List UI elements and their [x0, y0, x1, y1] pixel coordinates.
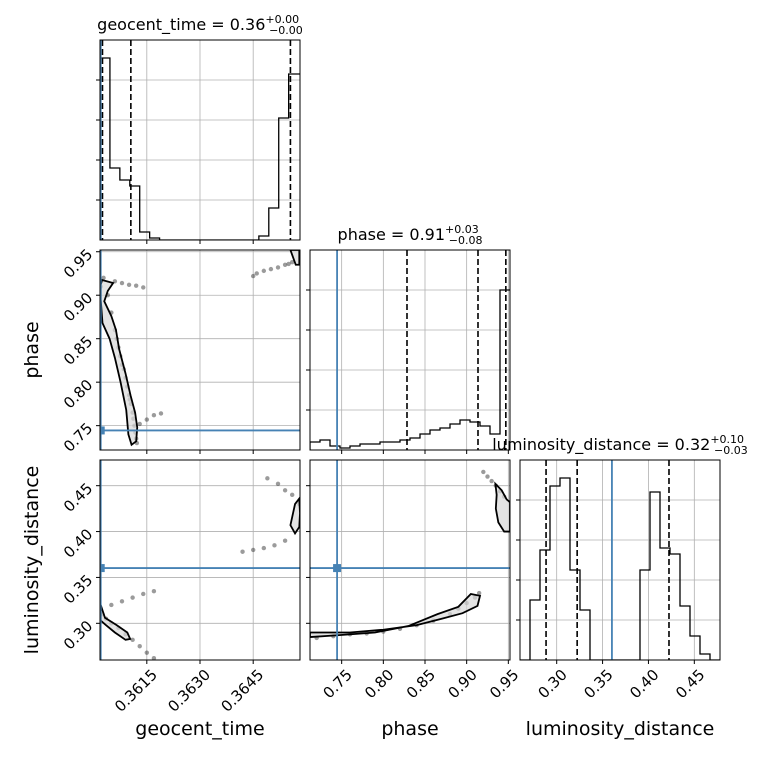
sample-point: [282, 488, 288, 493]
y-tick-label-luminosity_distance: 0.45: [60, 479, 96, 515]
x-axis-label-luminosity-distance: luminosity_distance: [526, 718, 715, 740]
panel-content: [100, 460, 300, 660]
sample-point: [133, 283, 139, 288]
sample-point: [282, 538, 288, 543]
x-axis-label-geocent-time: geocent_time: [135, 718, 264, 740]
truth-marker: [100, 564, 105, 573]
sample-point: [141, 285, 146, 290]
sample-point: [141, 591, 146, 597]
x-tick-label-geocent_time: 0.3630: [164, 666, 214, 716]
sample-point: [289, 259, 295, 265]
sample-point: [119, 280, 125, 286]
hist-panel-phase: [306, 249, 511, 454]
sample-point: [268, 266, 274, 272]
y-axis-label-luminosity-distance: luminosity_distance: [21, 466, 43, 655]
panel-frame: [99, 459, 301, 661]
sample-point: [130, 595, 135, 600]
y-tick-label-phase: 0.95: [60, 245, 96, 281]
truth-marker: [333, 564, 342, 573]
density-contour: [289, 496, 300, 536]
panel-frame: [309, 459, 511, 661]
sample-point: [101, 275, 106, 281]
histogram-step: [310, 289, 510, 450]
density-contour: [100, 278, 139, 447]
sample-point: [151, 413, 157, 418]
sample-point: [272, 543, 277, 548]
sample-point: [261, 268, 267, 274]
density-contour: [289, 250, 300, 266]
truth-marker: [100, 426, 105, 435]
sample-point: [481, 469, 486, 475]
y-tick-label-luminosity_distance: 0.30: [60, 617, 96, 653]
panel-title-geocent_time: geocent_time = 0.36+0.00 −0.00: [97, 13, 303, 37]
x-tick-label-luminosity_distance: 0.40: [626, 666, 662, 702]
panel-plots: [96, 39, 721, 664]
y-tick-label-phase: 0.85: [60, 332, 96, 368]
x-tick-label-luminosity_distance: 0.30: [534, 666, 570, 702]
sample-point: [109, 602, 114, 608]
sample-point: [289, 492, 295, 498]
panel-luminosity_distance_vs_phase: [306, 459, 511, 664]
panel-content: [310, 460, 510, 660]
panel-frame: [519, 459, 721, 661]
y-tick-label-phase: 0.90: [60, 289, 96, 325]
sample-point: [126, 282, 132, 287]
sample-point: [137, 421, 142, 427]
sample-point: [254, 271, 259, 276]
panel-phase_vs_geocent_time: [96, 249, 301, 454]
panel-content: [100, 250, 300, 450]
panel-luminosity_distance_vs_geocent_time: [96, 459, 301, 664]
y-tick-label-luminosity_distance: 0.40: [60, 525, 96, 561]
sample-point: [476, 590, 482, 596]
sample-point: [119, 599, 125, 604]
x-tick-label-geocent_time: 0.3645: [217, 666, 267, 716]
sample-point: [144, 417, 150, 422]
density-contour: [310, 592, 482, 638]
hist-panel-geocent_time: [96, 39, 301, 244]
sample-point: [151, 655, 157, 660]
y-tick-label-phase: 0.80: [60, 376, 96, 412]
histogram-step: [100, 57, 300, 240]
sample-point: [240, 549, 245, 554]
x-tick-label-phase: 0.95: [486, 666, 522, 702]
panel-frame: [99, 39, 301, 241]
panel-title-phase: phase = 0.91+0.03 −0.08: [338, 223, 483, 247]
panel-frame: [99, 249, 301, 451]
density-contour: [100, 604, 132, 641]
x-tick-label-luminosity_distance: 0.45: [672, 666, 708, 702]
sample-point: [286, 261, 291, 267]
panel-frame: [309, 249, 511, 451]
sample-point: [275, 481, 281, 487]
sample-point: [485, 474, 490, 479]
sample-point: [282, 262, 288, 267]
x-tick-label-phase: 0.85: [403, 666, 439, 702]
sample-point: [250, 273, 256, 279]
hist-panel-luminosity_distance: [516, 459, 721, 664]
x-tick-label-phase: 0.75: [319, 666, 355, 702]
histogram-step: [520, 477, 720, 660]
sample-point: [250, 547, 256, 553]
x-tick-label-phase: 0.80: [361, 666, 397, 702]
x-tick-label-luminosity_distance: 0.35: [580, 666, 616, 702]
sample-point: [144, 650, 150, 655]
sample-point: [261, 545, 267, 551]
panel-titles: geocent_time = 0.36+0.00 −0.00 phase = 0.9…: [97, 13, 748, 457]
y-tick-label-phase: 0.75: [60, 419, 96, 455]
panel-title-luminosity_distance: luminosity_distance = 0.32+0.10 −0.03: [492, 433, 748, 457]
sample-point: [265, 476, 270, 481]
sample-point: [130, 637, 135, 643]
y-axis-label-phase: phase: [21, 321, 43, 378]
y-tick-label-luminosity_distance: 0.35: [60, 571, 96, 607]
density-contour: [494, 481, 510, 533]
sample-point: [137, 644, 142, 649]
sample-point: [151, 588, 157, 594]
x-tick-label-phase: 0.90: [444, 666, 480, 702]
x-axis-label-phase: phase: [381, 718, 438, 740]
sample-point: [275, 265, 281, 270]
x-tick-label-geocent_time: 0.3615: [111, 666, 161, 716]
sample-point: [158, 411, 164, 416]
sample-point: [489, 478, 494, 484]
